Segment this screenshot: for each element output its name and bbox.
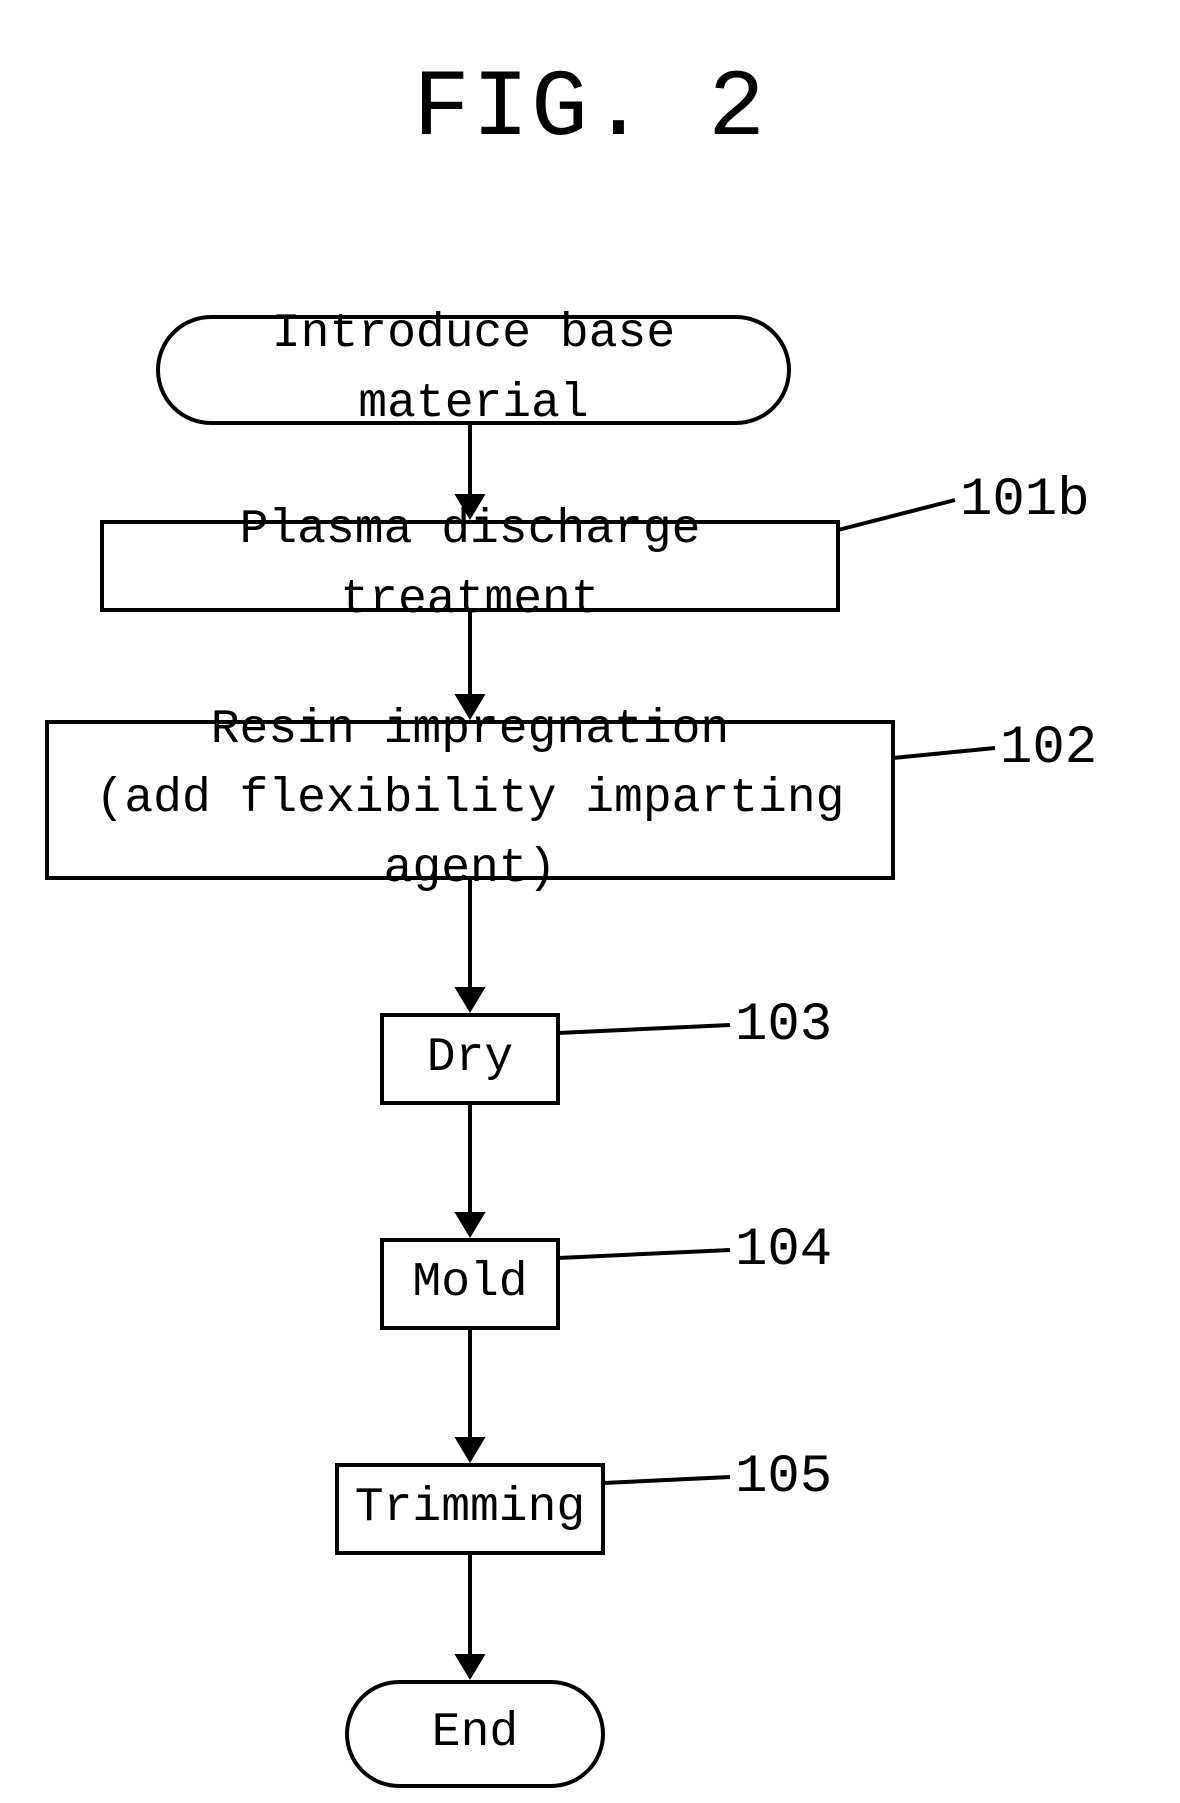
node-label-plasma: 101b bbox=[960, 470, 1090, 531]
flowchart-node-resin: Resin impregnation (add flexibility impa… bbox=[45, 720, 895, 880]
node-text: End bbox=[432, 1699, 518, 1769]
flowchart-node-mold: Mold bbox=[380, 1238, 560, 1330]
figure-title: FIG. 2 bbox=[413, 55, 767, 163]
node-text: Trimming bbox=[355, 1474, 585, 1544]
node-text: Resin impregnation (add flexibility impa… bbox=[49, 696, 891, 905]
node-label-mold: 104 bbox=[735, 1220, 832, 1281]
node-text: Dry bbox=[427, 1024, 513, 1094]
node-text: Introduce base material bbox=[160, 300, 787, 439]
flowchart-node-end: End bbox=[345, 1680, 605, 1788]
node-label-dry: 103 bbox=[735, 995, 832, 1056]
flowchart-node-plasma: Plasma discharge treatment bbox=[100, 520, 840, 612]
node-label-trim: 105 bbox=[735, 1447, 832, 1508]
flowchart-node-dry: Dry bbox=[380, 1013, 560, 1105]
flowchart-node-start: Introduce base material bbox=[156, 315, 791, 425]
flowchart-node-trim: Trimming bbox=[335, 1463, 605, 1555]
node-label-resin: 102 bbox=[1000, 718, 1097, 779]
node-text: Mold bbox=[412, 1249, 527, 1319]
node-text: Plasma discharge treatment bbox=[104, 496, 836, 635]
